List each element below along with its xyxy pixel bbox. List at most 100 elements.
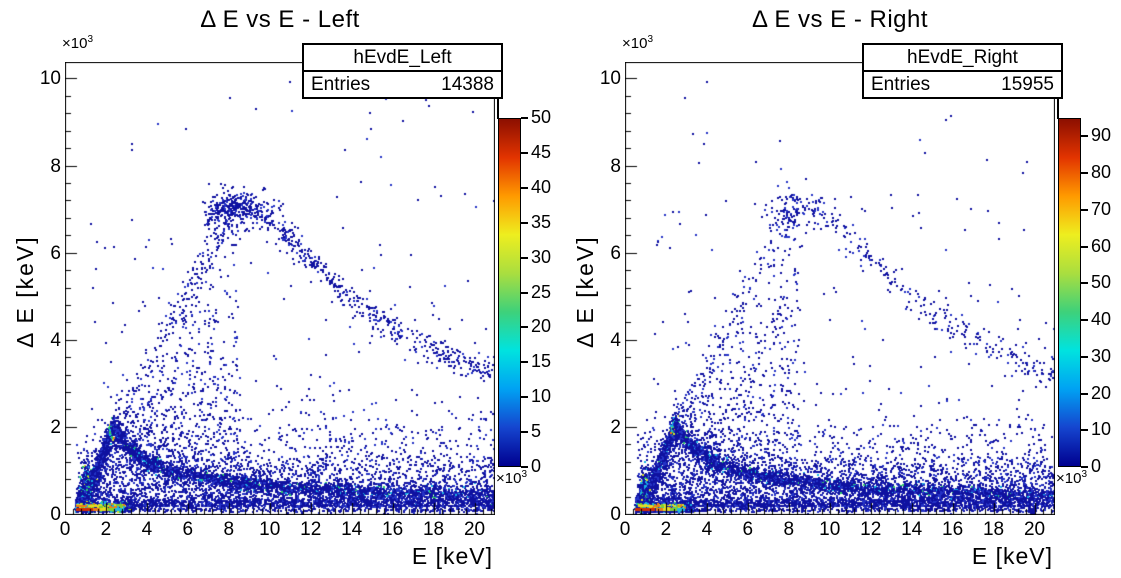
colorbar-tick-label: 0 (1091, 456, 1102, 476)
x-tick-label: 14 (901, 519, 923, 540)
y-tick-label: 8 (610, 155, 621, 177)
y-tick-label: 0 (50, 504, 61, 525)
colorbar-connector-line (1057, 98, 1059, 119)
colorbar (1058, 118, 1081, 467)
stat-entries-row: Entries 15955 (864, 72, 1061, 97)
colorbar-tick-label: 15 (531, 351, 552, 372)
colorbar-tick-label: 40 (531, 176, 552, 197)
stat-box: hEvdE_Left Entries 14388 (302, 43, 503, 99)
colorbar-tick (1081, 135, 1088, 138)
x-tick-label: 12 (860, 519, 882, 540)
y-tick-label: 0 (610, 504, 621, 525)
stat-box: hEvdE_Right Entries 15955 (862, 43, 1063, 99)
y-tick-label: 10 (39, 68, 61, 90)
x-tick-label: 16 (382, 519, 404, 540)
colorbar-tick (1081, 429, 1088, 432)
colorbar-tick (521, 117, 528, 119)
left-pad: Δ E vs E - Left Δ E [keV] ×103 ×103 0 2 4 6… (0, 0, 560, 578)
x-tick-label: 8 (783, 519, 795, 540)
x-tick-label: 6 (182, 519, 194, 540)
colorbar-tick-label: 45 (531, 141, 552, 162)
colorbar-tick (521, 431, 528, 434)
colorbar (498, 118, 521, 467)
stat-box-title: hEvdE_Right (864, 45, 1061, 72)
colorbar-tick (521, 291, 528, 294)
x-tick-label: 8 (223, 519, 235, 540)
stat-entries-row: Entries 14388 (304, 72, 501, 97)
colorbar-tick (1081, 355, 1088, 358)
x-axis-exponent: ×103 (496, 469, 528, 487)
colorbar-tick-label: 10 (531, 386, 552, 407)
colorbar-tick-label: 70 (1091, 198, 1112, 219)
colorbar-tick-label: 50 (531, 107, 552, 127)
colorbar-tick-label: 30 (1091, 345, 1112, 366)
colorbar-tick-label: 30 (531, 246, 552, 267)
colorbar-tick (1081, 245, 1088, 248)
stat-entries-label: Entries (871, 74, 931, 95)
colorbar-tick (1081, 172, 1088, 175)
x-tick-label: 4 (141, 519, 153, 540)
y-axis-title: Δ E [keV] (12, 235, 38, 348)
plot-title: Δ E vs E - Left (200, 6, 360, 33)
colorbar-tick (1081, 319, 1088, 322)
x-axis-exponent: ×103 (1056, 469, 1088, 487)
x-tick-label: 0 (619, 519, 631, 540)
colorbar-tick (521, 326, 528, 329)
x-tick-label: 6 (742, 519, 754, 540)
y-axis-exponent: ×103 (622, 34, 654, 52)
y-tick-label: 10 (599, 68, 621, 90)
x-tick-label: 18 (422, 519, 445, 540)
colorbar-tick (521, 151, 528, 154)
colorbar-tick-label: 20 (1091, 382, 1112, 403)
colorbar-tick-label: 35 (531, 211, 552, 232)
x-tick-label: 0 (59, 519, 71, 540)
colorbar-tick-label: 25 (531, 281, 552, 302)
stat-entries-value: 15955 (1001, 74, 1054, 95)
colorbar-tick (521, 466, 528, 468)
x-tick-label: 18 (982, 519, 1005, 540)
colorbar-tick (521, 361, 528, 364)
x-tick-label: 10 (259, 519, 281, 540)
x-tick-label: 2 (660, 519, 672, 540)
colorbar-tick-label: 90 (1091, 125, 1112, 146)
y-axis-title: Δ E [keV] (572, 235, 598, 348)
x-tick-label: 16 (942, 519, 964, 540)
colorbar-connector-line (497, 98, 499, 119)
y-tick-label: 8 (50, 155, 61, 177)
x-tick-label: 14 (341, 519, 363, 540)
x-tick-label: 2 (100, 519, 112, 540)
colorbar-tick (521, 221, 528, 224)
colorbar-tick-label: 0 (531, 456, 542, 476)
stat-entries-value: 14388 (441, 74, 494, 95)
scatter-plot-frame (65, 62, 495, 515)
y-axis-exponent: ×103 (62, 34, 94, 52)
x-tick-label: 20 (1023, 519, 1046, 540)
colorbar-tick (521, 396, 528, 399)
colorbar-tick-label: 50 (1091, 272, 1112, 293)
y-tick-label: 2 (50, 416, 61, 438)
stat-entries-label: Entries (311, 74, 371, 95)
colorbar-tick-label: 20 (531, 316, 552, 337)
scatter-plot-frame (625, 62, 1055, 515)
colorbar-tick (1081, 208, 1088, 211)
stat-box-title: hEvdE_Left (304, 45, 501, 72)
x-tick-label: 12 (300, 519, 322, 540)
colorbar-tick-label: 60 (1091, 235, 1112, 256)
colorbar-tick-label: 10 (1091, 419, 1112, 440)
x-tick-label: 4 (701, 519, 713, 540)
colorbar-tick (521, 186, 528, 189)
colorbar-tick-label: 5 (531, 421, 542, 442)
colorbar-tick (1081, 466, 1088, 468)
colorbar-tick-label: 80 (1091, 162, 1112, 183)
y-tick-label: 2 (610, 416, 621, 438)
colorbar-tick (521, 256, 528, 259)
x-axis-title: E [keV] (411, 543, 493, 569)
colorbar-tick (1081, 282, 1088, 285)
colorbar-tick-label: 40 (1091, 309, 1112, 330)
plot-title: Δ E vs E - Right (751, 6, 929, 33)
x-tick-label: 20 (463, 519, 486, 540)
colorbar-tick (1081, 392, 1088, 395)
right-pad: Δ E vs E - Right Δ E [keV] ×103 ×103 0 2 4… (560, 0, 1120, 578)
x-axis-title: E [keV] (971, 543, 1053, 569)
